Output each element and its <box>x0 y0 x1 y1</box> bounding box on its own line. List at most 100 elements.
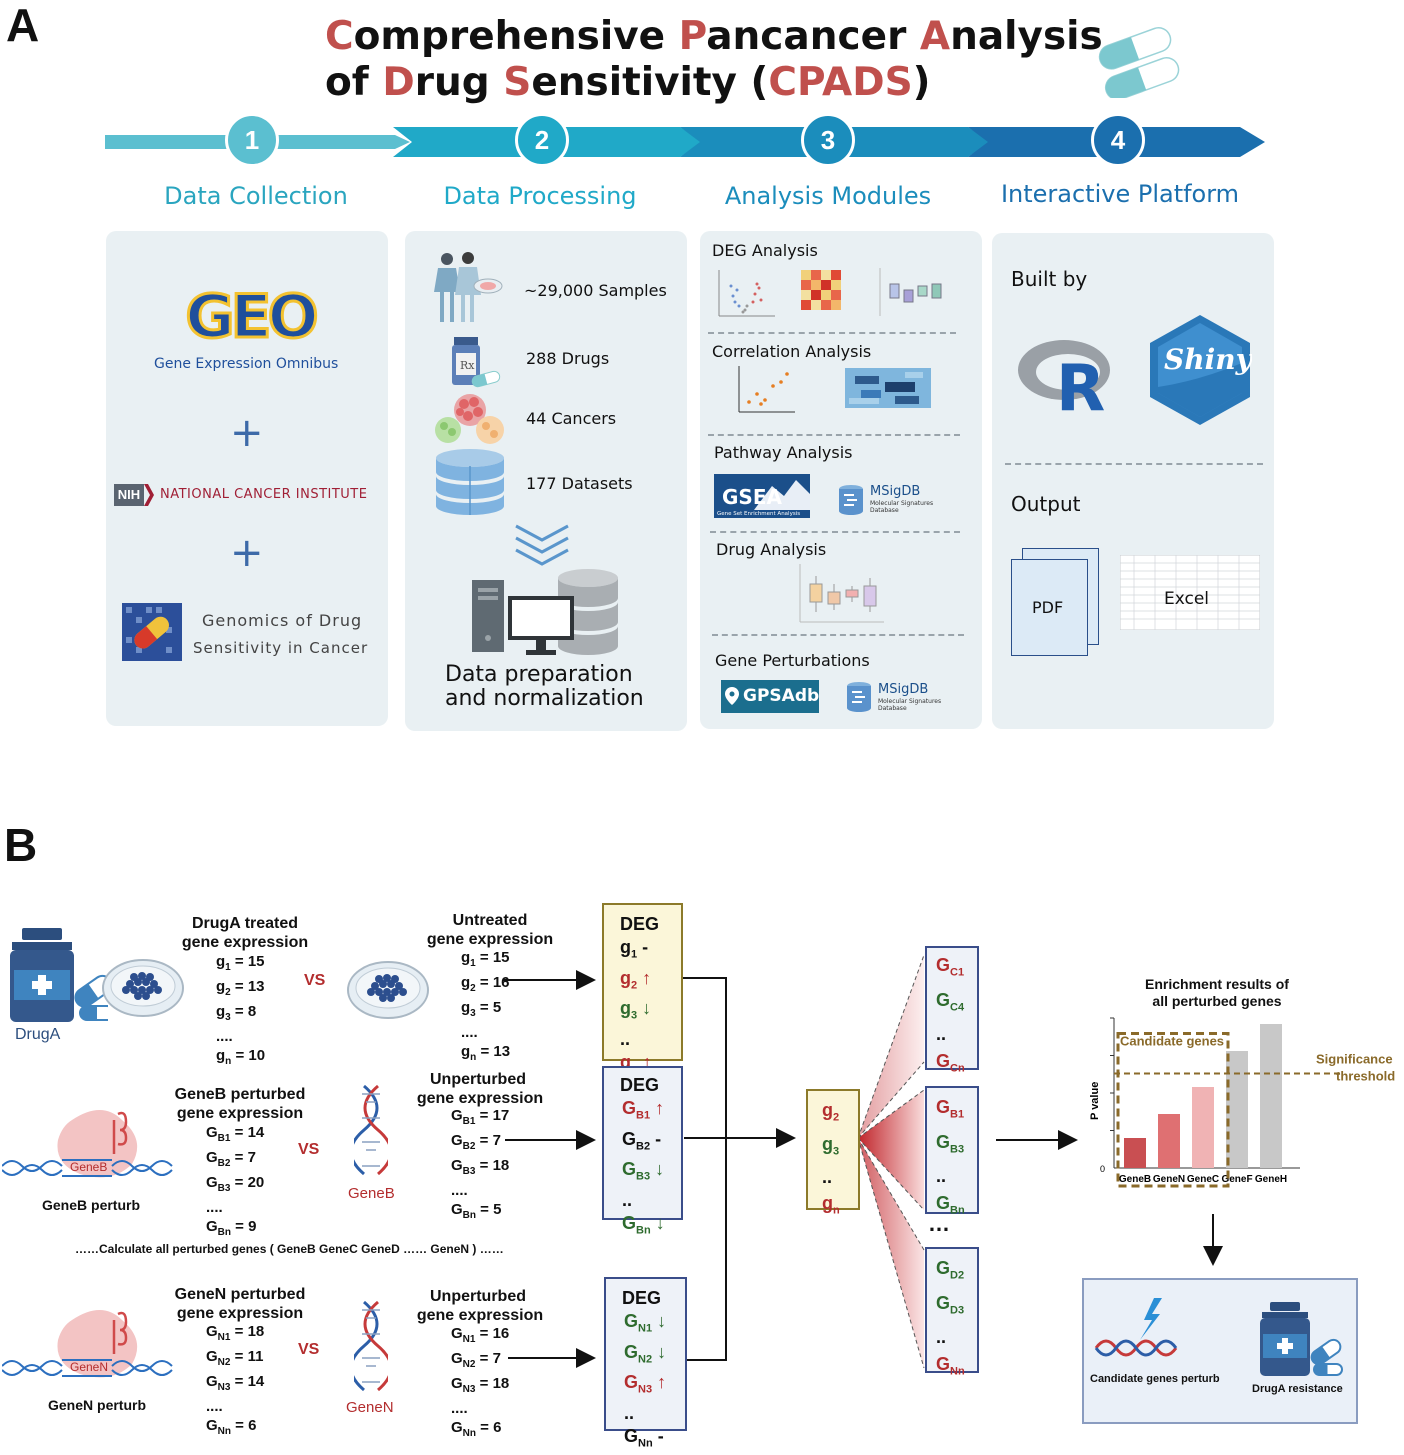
druga-title-2: gene expression <box>181 934 309 951</box>
deg-gene: g <box>822 1100 833 1120</box>
step-label-3: Analysis Modules <box>724 182 932 210</box>
deg-gene: G <box>936 955 951 975</box>
gene-symbol: G <box>451 1350 463 1367</box>
cancers-count: 44 Cancers <box>526 409 617 428</box>
gene-symbol: G <box>451 1157 463 1174</box>
gene-subscript: 3 <box>225 1012 231 1023</box>
gene-symbol: g <box>461 1043 471 1060</box>
deg-row: .. <box>822 1164 858 1190</box>
gene-symbol: .... <box>206 1199 223 1216</box>
deg-gene: G <box>622 1098 637 1118</box>
gene-subscript: B1 <box>462 1116 476 1127</box>
gene-value: = 13 <box>476 1043 511 1060</box>
gene-value: = 15 <box>230 953 265 970</box>
deg-row: GN3 ↑ <box>624 1371 685 1402</box>
title-line-1: Comprehensive Pancancer Analysis <box>325 14 1103 60</box>
gene-value: = 16 <box>475 1325 510 1342</box>
deg-subscript: n <box>833 1204 840 1217</box>
druga-resistance-icon <box>1260 1302 1343 1376</box>
built-by-label: Built by <box>1011 267 1088 291</box>
bar-geneh <box>1260 1024 1282 1168</box>
gene-symbol: .... <box>216 1028 233 1045</box>
title_line1-part: nalysis <box>950 14 1103 59</box>
deg-gene: G <box>936 989 951 1010</box>
value-row: GN3 = 14 <box>206 1372 264 1397</box>
deg-gene: G <box>936 1131 951 1152</box>
gene-subscript: Nn <box>462 1428 477 1439</box>
title_line2-part: S <box>503 60 532 105</box>
unpertn-title-1: Unperturbed <box>430 1288 526 1305</box>
deg-row: GC1 <box>936 952 977 987</box>
gene-symbol: g <box>461 999 471 1016</box>
gene-symbol: G <box>206 1417 218 1434</box>
gene-symbol: G <box>451 1325 463 1342</box>
shiny-logo-icon: Shiny <box>1150 315 1252 425</box>
deg-row: GB3 ↓ <box>622 1158 681 1189</box>
deg-list-1: g1 -g2 ↑g3 ↓..gn ↑ <box>620 936 681 1081</box>
msigdb-sub2-2: Database <box>878 705 907 712</box>
arrow-up-icon: ↑ <box>650 1098 665 1118</box>
enrich-title-1: Enrichment results of <box>1145 976 1289 992</box>
bar-genec <box>1192 1087 1214 1168</box>
gene-value: = 7 <box>230 1149 256 1166</box>
value-row: GB2 = 7 <box>451 1131 509 1156</box>
gene-symbol: G <box>206 1174 218 1191</box>
gene-subscript: 1 <box>470 958 476 969</box>
final-left-label: Candidate genes perturb <box>1090 1373 1220 1385</box>
msigdb-text-1: MSigDB <box>870 484 921 499</box>
value-row: gn = 10 <box>216 1046 265 1071</box>
gene-value: = 6 <box>231 1417 257 1434</box>
gene-subscript: N3 <box>462 1384 476 1395</box>
result-line-2: and normalization <box>445 686 644 711</box>
deg-gene: g <box>822 1133 833 1154</box>
gene-subscript: B3 <box>217 1183 231 1194</box>
gene-subscript: 2 <box>225 987 231 998</box>
druga-values: g1 = 15 g2 = 13 g3 = 8.... gn = 10 <box>216 952 265 1071</box>
location-pin-icon <box>725 687 739 705</box>
gene-value: = 18 <box>475 1157 510 1174</box>
genen-gene-label: GeneN <box>70 1360 109 1374</box>
msigdb-sub2-1: Database <box>870 507 899 514</box>
result-line-1: Data preparation <box>445 662 633 687</box>
threshold-label-1: Significance <box>1316 1052 1393 1067</box>
nci-text: NATIONAL CANCER INSTITUTE <box>160 487 368 502</box>
dna-helix-icon-b <box>354 1084 388 1176</box>
vs-label-1: VS <box>304 972 326 989</box>
title_line1-part: ancancer <box>706 14 920 59</box>
gene-value: = 13 <box>230 978 265 995</box>
untreated-title-1: Untreated <box>452 912 528 929</box>
deg-gene: G <box>936 1097 951 1117</box>
untreated-dish-icon <box>347 961 429 1019</box>
deg-box-title-3: DEG <box>622 1288 662 1308</box>
title_line2-part: ) <box>912 60 931 105</box>
deg-gene: .. <box>822 1167 833 1188</box>
gene-set-box-n: GD2 GD3.. GNn <box>925 1247 979 1378</box>
deg-row: GNn <box>936 1351 977 1386</box>
deg-subscript: Cn <box>950 1062 965 1075</box>
geneb-perturb-label: GeneB perturb <box>42 1197 141 1213</box>
value-row: .... <box>216 1027 265 1046</box>
arrow-down-icon: ↓ <box>652 1311 667 1331</box>
gene-value: = 17 <box>475 1107 510 1124</box>
excel-label: Excel <box>1164 589 1210 609</box>
deg-gene: .. <box>622 1189 633 1210</box>
gene-symbol: .... <box>461 1024 478 1041</box>
value-row: GB3 = 18 <box>451 1156 509 1181</box>
y-axis-label: P value <box>1089 1082 1101 1120</box>
drugs-count: 288 Drugs <box>526 349 610 368</box>
gene-symbol: G <box>451 1201 463 1218</box>
deg-gene: G <box>624 1425 639 1446</box>
gene-symbol: g <box>461 949 471 966</box>
untreated-values: g1 = 15 g2 = 16 g3 = 5.... gn = 13 <box>461 948 510 1067</box>
arrow-down-icon: ↓ <box>650 1159 665 1180</box>
gsea-logo-icon: GSEA Gene Set Enrichment Analysis <box>714 474 810 518</box>
module-divider-4 <box>712 634 964 636</box>
database-icon <box>436 449 504 515</box>
gene-subscript: N2 <box>462 1359 476 1370</box>
gene-symbol: G <box>206 1149 218 1166</box>
candidate-box <box>1116 1032 1230 1188</box>
gene-value: = 15 <box>475 949 510 966</box>
title_line1-part: P <box>678 14 707 59</box>
value-row: GBn = 9 <box>206 1217 264 1242</box>
deg-gene: G <box>936 1258 951 1278</box>
